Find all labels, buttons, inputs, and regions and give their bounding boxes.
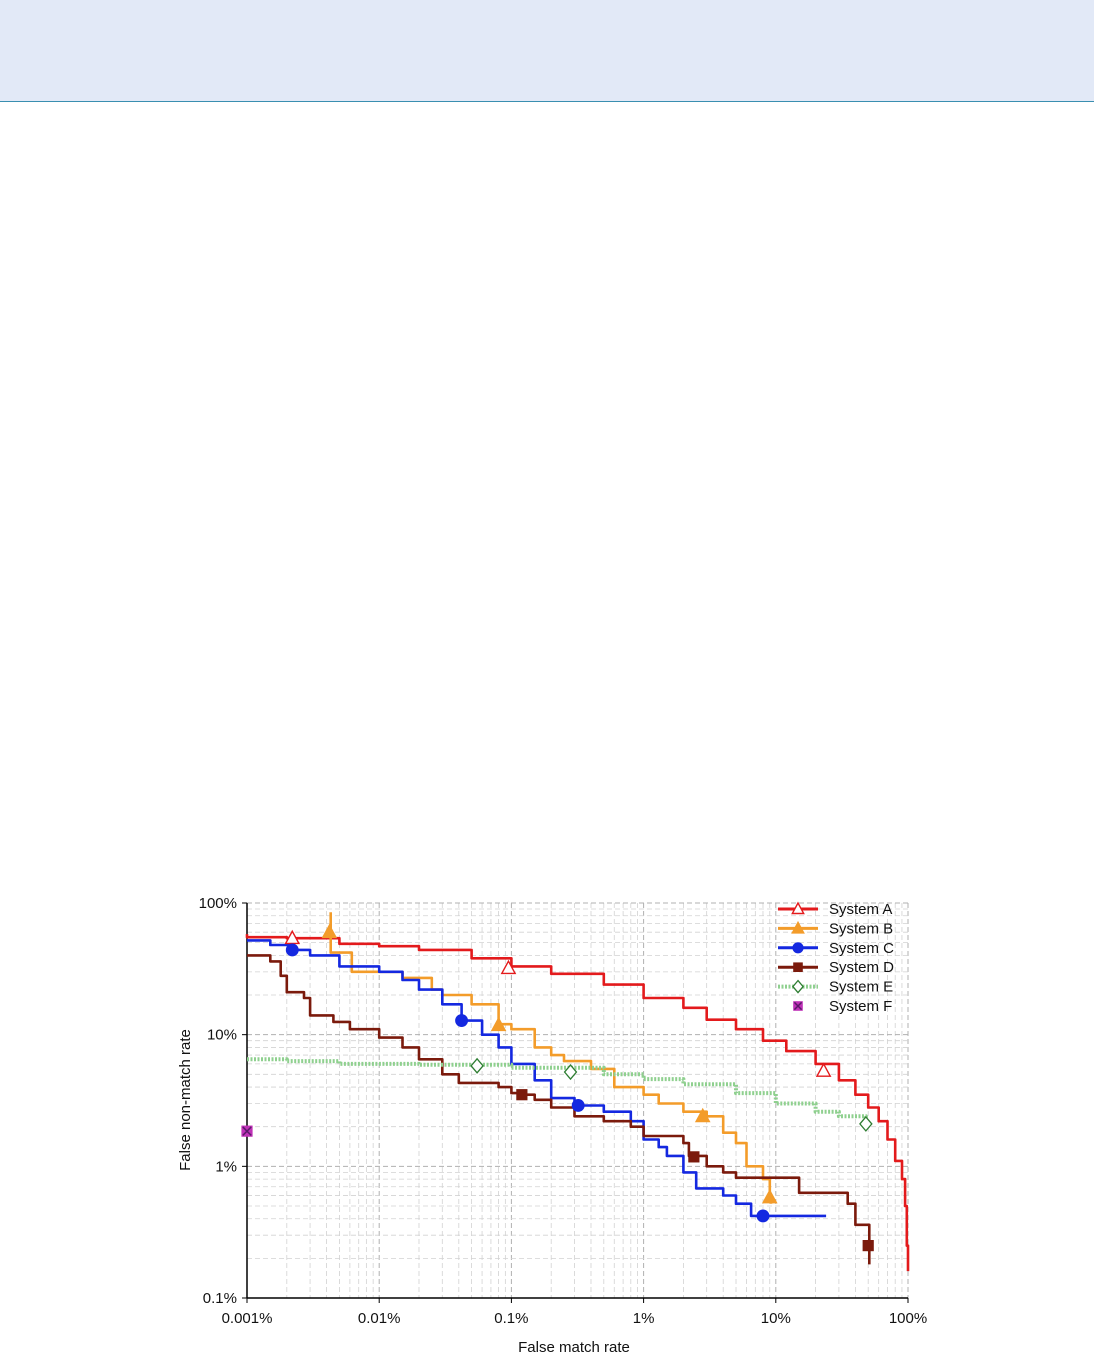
legend-item-system-e: System E	[778, 979, 893, 996]
series-line-system-a	[245, 934, 910, 1272]
series-line-system-e	[247, 1057, 868, 1124]
x-tick-label: 1%	[633, 1310, 655, 1327]
marker-system-e	[470, 1057, 484, 1074]
marker-system-f-cross	[242, 1126, 252, 1136]
legend-marker-system-f-cross	[793, 1001, 803, 1011]
marker-system-d	[862, 1240, 874, 1252]
header-band	[0, 0, 1094, 102]
marker-system-d	[688, 1151, 700, 1163]
axes-layer	[246, 903, 908, 1299]
marker-system-c	[455, 1014, 469, 1028]
marker-system-b	[694, 1107, 711, 1123]
legend-marker-system-d	[793, 962, 803, 972]
marker-system-c	[285, 943, 299, 957]
legend-item-system-c: System C	[778, 940, 894, 957]
legend-item-system-b: System B	[778, 920, 893, 937]
series-line-system-d	[247, 954, 871, 1265]
legend-label-system-b: System B	[829, 920, 893, 937]
tick-labels: 0.001% 0.01% 0.1% 1% 10% 100% 0.1% 1% 10% 100%	[199, 895, 928, 1327]
legend-item-system-a: System A	[778, 901, 892, 918]
chart-legend: System A System B System C System D System E…	[778, 901, 894, 1015]
y-tick-label: 0.1%	[203, 1290, 237, 1307]
x-tick-label: 100%	[889, 1310, 927, 1327]
marker-system-b	[490, 1016, 507, 1032]
series-layer	[245, 912, 910, 1272]
marker-system-a	[500, 959, 517, 975]
marker-system-c	[571, 1099, 585, 1112]
legend-label-system-d: System D	[829, 959, 894, 976]
marker-system-b	[321, 923, 338, 939]
legend-item-system-d: System D	[778, 959, 894, 976]
legend-marker-system-e	[792, 979, 804, 994]
marker-system-d	[516, 1089, 528, 1101]
legend-marker-system-c	[792, 942, 804, 954]
legend-label-system-f: System F	[829, 998, 892, 1015]
marker-system-b	[761, 1189, 778, 1204]
marker-system-a	[284, 929, 301, 945]
legend-item-system-f: System F	[793, 998, 892, 1015]
markers-layer	[241, 923, 874, 1252]
x-tick-label: 0.001%	[222, 1310, 273, 1327]
legend-label-system-a: System A	[829, 901, 892, 918]
y-axis-label: False non-match rate	[177, 1029, 194, 1171]
x-tick-label: 0.01%	[358, 1310, 401, 1327]
marker-system-c	[756, 1209, 770, 1223]
x-tick-label: 10%	[761, 1310, 791, 1327]
y-tick-label: 100%	[199, 895, 237, 912]
legend-marker-system-b	[791, 920, 805, 934]
y-tick-label: 1%	[215, 1158, 237, 1175]
marker-system-e	[563, 1064, 578, 1081]
legend-label-system-e: System E	[829, 979, 893, 996]
legend-marker-system-a	[791, 901, 805, 915]
series-line-system-c	[247, 939, 827, 1218]
y-tick-label: 10%	[207, 1027, 237, 1044]
x-tick-label: 0.1%	[494, 1310, 528, 1327]
marker-system-e	[859, 1115, 873, 1132]
legend-label-system-c: System C	[829, 940, 894, 957]
series-line-system-b	[329, 912, 773, 1204]
x-axis-label: False match rate	[518, 1339, 630, 1355]
marker-system-a	[815, 1062, 832, 1077]
